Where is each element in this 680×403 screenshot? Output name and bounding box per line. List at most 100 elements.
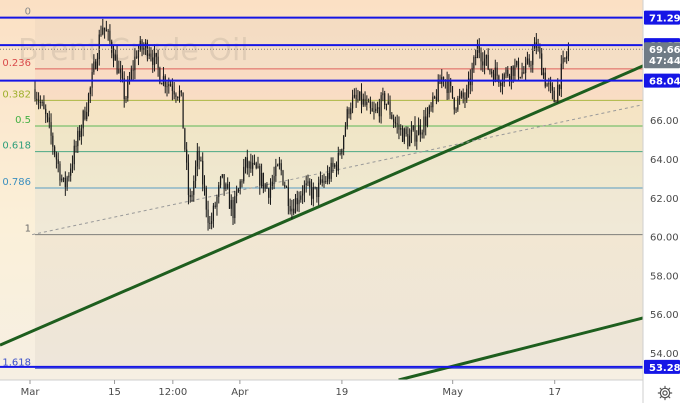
trendline: [398, 316, 643, 380]
candle-body: [348, 109, 350, 115]
candle-body: [376, 107, 379, 109]
candles: [34, 18, 570, 231]
candle-body: [216, 196, 218, 207]
settings-button[interactable]: [656, 384, 674, 402]
candle-body: [532, 50, 534, 65]
candle-body: [202, 160, 204, 185]
candle-body: [248, 161, 250, 169]
candle-body: [398, 124, 400, 130]
candle-body: [544, 72, 546, 87]
candle-body: [134, 56, 136, 71]
candle-body: [278, 163, 281, 166]
candle-body: [517, 61, 520, 78]
candle-body: [50, 122, 52, 136]
candle-body: [528, 58, 530, 65]
candle-body: [523, 72, 525, 74]
price-level-badge-label: 68.04: [649, 77, 680, 88]
candle-body: [294, 198, 297, 214]
candle-body: [541, 53, 543, 76]
candle-body: [209, 222, 211, 224]
candle-body: [125, 98, 127, 100]
candle-body: [519, 77, 521, 79]
candle-body: [200, 160, 202, 162]
candle-body: [362, 98, 364, 105]
candle-body: [396, 123, 398, 125]
candle-body: [186, 149, 188, 163]
fib-label: 1: [25, 224, 31, 235]
candle-body: [460, 92, 462, 97]
candle-body: [257, 166, 259, 169]
candle-body: [71, 164, 74, 169]
candle-body: [334, 164, 336, 167]
candle-body: [432, 96, 434, 108]
candle-body: [368, 101, 370, 103]
candle-body: [143, 47, 145, 50]
x-tick-label: May: [442, 387, 463, 398]
candle-body: [409, 135, 411, 147]
candle-body: [373, 111, 375, 113]
candle-body: [469, 78, 471, 86]
candle-body: [103, 27, 106, 30]
candle-body: [446, 80, 448, 94]
candle-body: [391, 114, 393, 119]
candle-body: [341, 149, 343, 155]
candle-body: [227, 184, 229, 188]
candle-body: [120, 69, 122, 73]
candle-body: [114, 54, 116, 61]
candle-body: [43, 102, 45, 109]
candle-body: [516, 61, 518, 66]
candle-body: [553, 90, 555, 103]
candle-body: [467, 78, 470, 89]
candle-body: [280, 163, 282, 171]
candle-body: [434, 96, 436, 98]
candle-body: [332, 162, 334, 167]
candle-body: [223, 174, 225, 190]
candle-body: [419, 125, 421, 135]
candle-body: [507, 69, 509, 76]
candle-body: [232, 200, 234, 219]
candle-body: [285, 186, 288, 188]
candle-body: [439, 79, 441, 84]
candle-body: [177, 96, 179, 99]
candle-body: [525, 63, 527, 73]
fib-band: [35, 188, 643, 235]
candle-body: [337, 152, 339, 171]
candle-body: [203, 184, 206, 189]
price-levels: [0, 16, 643, 368]
candle-body: [57, 159, 59, 164]
y-tick-label: 54.00: [650, 349, 679, 360]
candle-body: [450, 80, 452, 87]
candle-body: [533, 42, 536, 51]
y-tick-label: 60.00: [650, 233, 679, 244]
y-tick-label: 66.00: [650, 116, 679, 127]
candle-body: [530, 64, 532, 66]
candle-body: [116, 54, 118, 74]
candle-body: [207, 209, 209, 223]
candle-body: [366, 101, 368, 105]
candle-body: [423, 116, 425, 133]
candle-body: [45, 108, 47, 115]
candle-body: [73, 145, 75, 165]
candle-body: [428, 106, 430, 115]
candle-body: [54, 146, 56, 155]
candle-body: [483, 58, 486, 66]
x-tick-label: Mar: [21, 387, 41, 398]
candle-body: [269, 186, 272, 198]
x-tick-label: 15: [108, 387, 121, 398]
candle-body: [161, 83, 163, 85]
fib-label: 0: [25, 7, 31, 18]
candle-body: [421, 132, 423, 135]
x-tick-label: 17: [548, 387, 561, 398]
candle-body: [417, 125, 420, 136]
candle-body: [121, 72, 124, 79]
candle-body: [184, 128, 186, 150]
candle-body: [537, 46, 539, 48]
candle-body: [237, 188, 239, 193]
candle-body: [369, 101, 372, 109]
candle-body: [105, 29, 107, 32]
candle-body: [505, 69, 507, 75]
candle-body: [175, 94, 177, 97]
candle-body: [75, 145, 77, 147]
